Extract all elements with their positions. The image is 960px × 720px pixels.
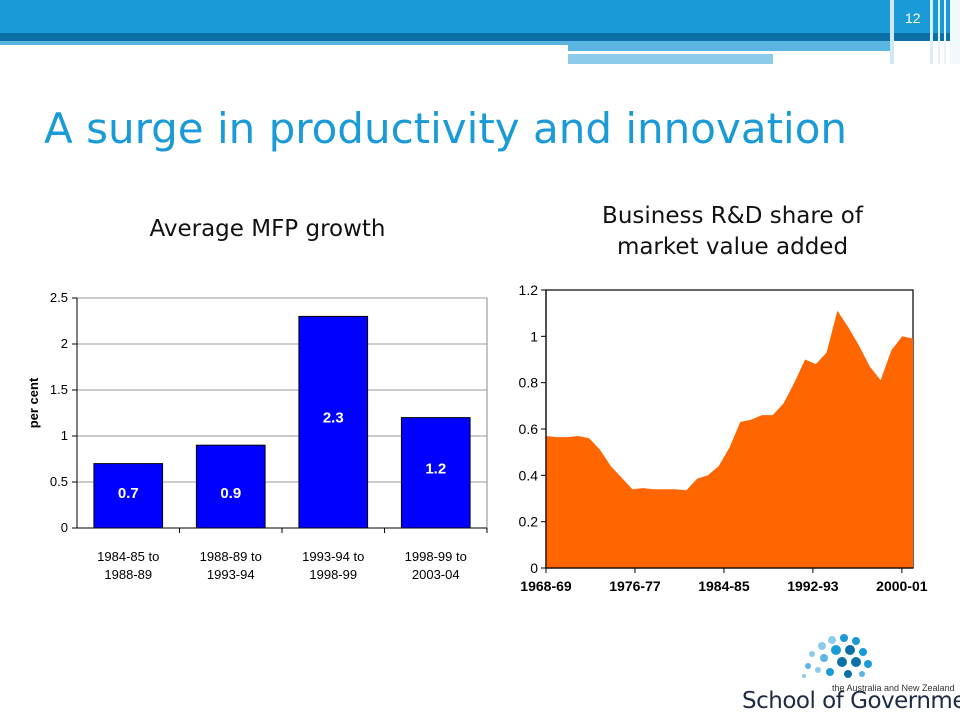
area-series <box>546 310 913 568</box>
bar <box>400 417 471 529</box>
bar-x-tick-label: 1993-94 to 1998-99 <box>302 549 364 582</box>
bar-data-label: 1.2 <box>425 461 446 478</box>
area-y-tick-label: 0.6 <box>519 421 539 437</box>
area-chart: 0 0.2 0.4 0.6 0.8 1 1.2 1968-69 1976-77 1984-85 1… <box>519 282 928 594</box>
header-banner <box>0 0 960 64</box>
bar-y-tick-label: 1 <box>61 428 68 443</box>
area-x-tick-label: 1992-93 <box>787 578 839 594</box>
area-y-tick-label: 0.2 <box>519 514 539 530</box>
logo-name: School of Government <box>742 688 960 714</box>
page-number: 12 <box>905 10 921 26</box>
bar-y-tick-label: 1.5 <box>50 382 68 397</box>
bar <box>195 444 266 529</box>
area-y-tick-label: 0.8 <box>519 375 539 391</box>
area-y-tick-label: 0.4 <box>519 467 539 483</box>
bar-x-tick-label: 1988-89 to 1993-94 <box>200 549 262 582</box>
area-chart-title: Business R&D share of market value added <box>602 203 863 260</box>
area-x-tick-label: 1984-85 <box>698 578 750 594</box>
area-x-tick-label: 2000-01 <box>876 578 928 594</box>
bar-data-label: 0.9 <box>220 485 241 502</box>
bar-y-tick-label: 2.5 <box>50 290 68 305</box>
bar-y-tick-label: 0 <box>61 520 68 535</box>
logo-subtitle: the Australia and New Zealand <box>832 683 955 693</box>
area-x-tick-label: 1968-69 <box>520 578 572 594</box>
bar-x-tick-label: 1998-99 to 2003-04 <box>405 549 467 582</box>
area-y-tick-label: 0 <box>530 560 538 576</box>
area-x-tick-label: 1976-77 <box>609 578 661 594</box>
bar-x-tick-label: 1984-85 to 1988-89 <box>97 549 159 582</box>
school-logo-icon <box>802 634 872 678</box>
bar-data-label: 0.7 <box>118 485 139 502</box>
area-y-tick-label: 1.2 <box>519 282 539 298</box>
bar-chart-title: Average MFP growth <box>149 216 386 242</box>
bar-chart: 0 0.5 1 1.5 2 2.5 1984-85 to 1988-89 1988-89 to… <box>26 290 488 582</box>
area-y-tick-label: 1 <box>530 328 538 344</box>
bar-y-tick-label: 0.5 <box>50 474 68 489</box>
bar-y-tick-label: 2 <box>61 336 68 351</box>
slide-title: A surge in productivity and innovation <box>44 104 848 153</box>
bar-data-label: 2.3 <box>323 409 344 426</box>
bar <box>298 315 369 529</box>
bar-y-axis-label: per cent <box>26 377 41 428</box>
